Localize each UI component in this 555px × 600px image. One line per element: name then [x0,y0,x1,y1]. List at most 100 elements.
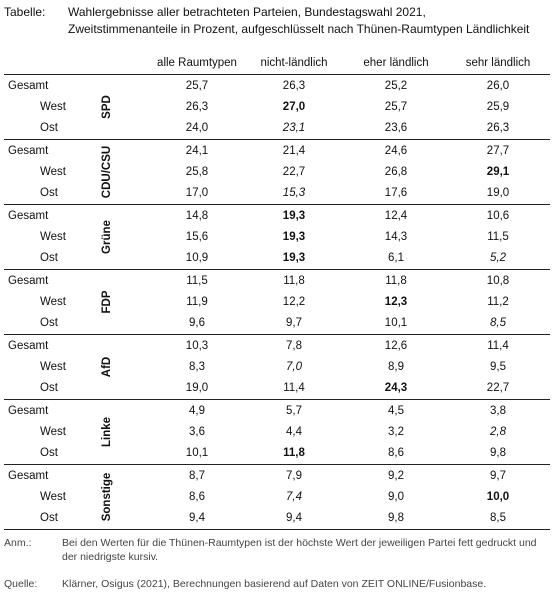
table-row: Gesamt 25,7 26,3 25,2 26,0 [4,76,550,97]
table-cell: 25,7 [384,101,408,113]
table-cell: 10,8 [486,275,510,287]
table-cell: 9,6 [189,317,205,329]
table-cell: 8,5 [490,512,506,524]
table-cell: 10,9 [185,252,209,264]
row-label: Gesamt [8,340,49,352]
row-label: West [40,166,66,178]
row-label: Ost [40,512,58,524]
table-cell: 25,8 [185,166,209,178]
row-label: West [40,361,66,373]
column-header: sehr ländlich [465,57,531,69]
table-row: Gesamt 14,8 19,3 12,4 10,6 [4,206,550,227]
table-cell: 12,2 [282,296,306,308]
row-label: West [40,491,66,503]
table-cell: 24,1 [185,145,209,157]
table-cell: 5,7 [286,405,302,417]
column-header: nicht-ländlich [260,57,328,69]
table-cell: 26,3 [282,80,306,92]
caption-line-2: Zweitstimmenanteile in Prozent, aufgesch… [68,22,530,36]
table-cell: 11,5 [186,275,208,287]
row-label: Gesamt [8,210,49,222]
table-cell: 9,4 [189,512,205,524]
row-label: Ost [40,382,58,394]
table-cell: 26,0 [486,80,510,92]
party-group: CDU/CSU Gesamt 24,1 21,4 24,6 27,7 West 25,8 22,… [4,140,550,205]
table-row: Gesamt 11,5 11,8 11,8 10,8 [4,271,550,292]
table-cell: 10,6 [486,210,510,222]
table-cell: 9,8 [490,447,506,459]
table-cell: 24,6 [384,145,408,157]
table-row: Gesamt 24,1 21,4 24,6 27,7 [4,141,550,162]
party-group: FDP Gesamt 11,5 11,8 11,8 10,8 West 11,9 12,2 12,… [4,270,550,335]
table-cell: 23,6 [384,122,408,134]
table-row: Gesamt 8,7 7,9 9,2 9,7 [4,466,550,487]
table-cell: 11,8 [283,447,305,459]
row-label: Gesamt [8,145,49,157]
table-cell: 8,7 [189,470,205,482]
table-cell: 11,9 [186,296,208,308]
table-header: alle Raumtypen nicht-ländlich eher ländlic… [4,52,550,75]
party-group: Grüne Gesamt 14,8 19,3 12,4 10,6 West 15,6 19,3 1… [4,205,550,270]
table-cell: 12,3 [384,296,408,308]
row-label: Gesamt [8,405,49,417]
table-cell: 25,7 [185,80,209,92]
caption-label: Tabelle: [4,5,46,19]
table-cell: 15,3 [282,187,306,199]
table-cell: 5,2 [490,252,506,264]
table-cell: 3,2 [388,426,404,438]
table-cell: 19,3 [282,210,306,222]
table-row: West 8,6 7,4 9,0 10,0 [4,487,550,508]
table-cell: 10,1 [185,447,209,459]
table-cell: 22,7 [282,166,306,178]
table-cell: 26,8 [384,166,408,178]
table-cell: 12,6 [384,340,408,352]
table-cell: 7,8 [286,340,302,352]
table-cell: 10,0 [486,491,510,503]
table-cell: 19,3 [282,231,306,243]
table-row: Gesamt 4,9 5,7 4,5 3,8 [4,401,550,422]
table-row: Ost 10,1 11,8 8,6 9,8 [4,443,550,464]
party-group: AfD Gesamt 10,3 7,8 12,6 11,4 West 8,3 7,0 8,9 9,5… [4,335,550,400]
table-row: West 11,9 12,2 12,3 11,2 [4,292,550,313]
table-cell: 9,5 [490,361,506,373]
table-cell: 12,4 [384,210,408,222]
table-cell: 3,6 [189,426,205,438]
table-cell: 4,5 [388,405,404,417]
table-cell: 19,0 [185,382,209,394]
caption-text: Wahlergebnisse aller betrachteten Partei… [68,4,552,38]
table-cell: 24,0 [185,122,209,134]
table-cell: 8,5 [490,317,506,329]
column-header: alle Raumtypen [157,57,237,69]
table-cell: 9,2 [388,470,404,482]
column-header: eher ländlich [363,57,429,69]
table-cell: 11,5 [487,231,509,243]
table-cell: 14,3 [384,231,408,243]
table-cell: 4,4 [286,426,302,438]
row-label: West [40,101,66,113]
table-cell: 7,9 [286,470,302,482]
row-label: Gesamt [8,470,49,482]
table-cell: 26,3 [185,101,209,113]
table-cell: 23,1 [282,122,306,134]
table-cell: 3,8 [490,405,506,417]
table-cell: 10,1 [384,317,408,329]
table-cell: 19,0 [486,187,510,199]
table-cell: 8,9 [388,361,404,373]
table-cell: 24,3 [384,382,408,394]
table-cell: 9,7 [490,470,506,482]
table-cell: 6,1 [388,252,404,264]
table-cell: 17,6 [384,187,408,199]
table-row: Ost 24,0 23,1 23,6 26,3 [4,118,550,139]
table-cell: 11,4 [283,382,305,394]
table-cell: 8,6 [189,491,205,503]
row-label: Ost [40,447,58,459]
table-cell: 8,6 [388,447,404,459]
table-row: West 3,6 4,4 3,2 2,8 [4,422,550,443]
table-row: Ost 10,9 19,3 6,1 5,2 [4,248,550,269]
party-group: Linke Gesamt 4,9 5,7 4,5 3,8 West 3,6 4,4 3,2 2,8 O… [4,400,550,465]
table-cell: 21,4 [282,145,306,157]
row-label: Gesamt [8,80,49,92]
row-label: West [40,231,66,243]
row-label: Ost [40,317,58,329]
table-cell: 8,3 [189,361,205,373]
